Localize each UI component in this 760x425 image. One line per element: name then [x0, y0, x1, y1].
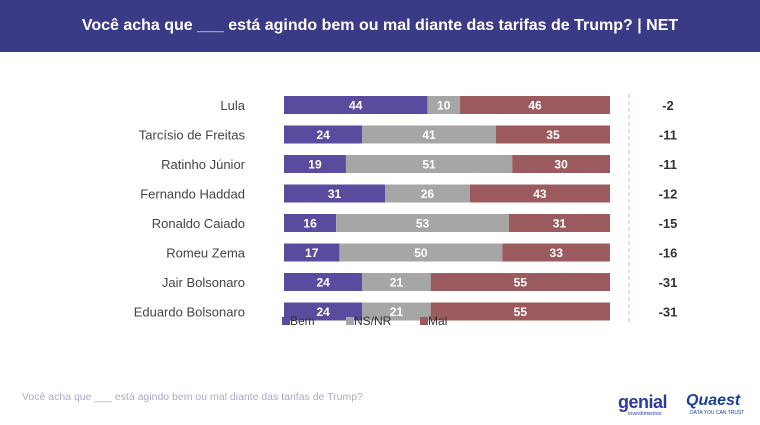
data-label: 24: [316, 305, 330, 319]
category-label: Ronaldo Caiado: [152, 216, 245, 231]
bar-segment-nsnr: [427, 96, 461, 114]
bar-segment-bem: [284, 125, 363, 144]
bar-segment-nsnr: [336, 214, 509, 232]
bar-segment-mal: [469, 184, 610, 203]
data-label: 21: [390, 276, 404, 290]
bar-segment-bem: [284, 273, 363, 291]
bar-segment-mal: [430, 302, 610, 321]
genial-logo-subtext: investimentos: [628, 411, 662, 417]
legend-label: Bem: [290, 314, 315, 328]
net-value: -31: [659, 305, 678, 320]
bar-segment-bem: [284, 243, 340, 262]
data-label: 55: [514, 276, 528, 290]
quaest-logo: Quaest DATA YOU CAN TRUST: [686, 392, 750, 419]
category-label: Lula: [220, 98, 245, 113]
bar-segment-mal: [512, 155, 610, 173]
genial-logo: genial investimentos: [618, 392, 680, 418]
bar-segment-bem: [284, 155, 346, 173]
data-label: 51: [422, 158, 436, 172]
legend-swatch: [420, 317, 428, 325]
data-label: 24: [316, 128, 330, 142]
data-label: 19: [308, 158, 322, 172]
data-label: 10: [437, 99, 451, 113]
bar-segment-nsnr: [385, 184, 470, 203]
data-label: 30: [554, 158, 568, 172]
data-label: 21: [390, 305, 404, 319]
quaest-logo-text: Quaest: [686, 392, 741, 409]
net-value: -2: [662, 98, 674, 113]
bar-segment-bem: [284, 96, 428, 114]
category-label: Eduardo Bolsonaro: [134, 305, 245, 320]
bar-segment-nsnr: [362, 125, 496, 144]
category-label: Fernando Haddad: [140, 187, 245, 202]
header-bar: Você acha que ___ está agindo bem ou mal…: [0, 0, 760, 52]
bar-segment-mal: [430, 273, 610, 291]
bar-segment-nsnr: [339, 243, 503, 262]
net-value: -11: [659, 157, 677, 172]
data-label: 43: [533, 187, 547, 201]
bar-segment-bem: [284, 184, 386, 203]
category-label: Jair Bolsonaro: [162, 275, 245, 290]
bar-segment-mal: [460, 96, 610, 114]
legend-label: Mal: [428, 314, 447, 328]
data-label: 35: [546, 128, 560, 142]
bar-segment-nsnr: [362, 273, 431, 291]
data-label: 31: [328, 187, 342, 201]
net-value: -12: [659, 187, 678, 202]
net-value: -15: [659, 216, 678, 231]
data-label: 26: [421, 187, 435, 201]
chart-title: Você acha que ___ está agindo bem ou mal…: [81, 17, 679, 34]
data-label: 50: [414, 246, 428, 260]
data-label: 44: [349, 99, 363, 113]
net-value: -11: [659, 128, 677, 143]
data-label: 41: [422, 128, 436, 142]
legend-label: NS/NR: [354, 314, 392, 328]
data-label: 17: [305, 246, 319, 260]
data-label: 53: [416, 217, 430, 231]
footer-question: Você acha que ___ está agindo bem ou mal…: [22, 391, 363, 403]
legend-swatch: [282, 317, 290, 325]
net-value: -16: [659, 246, 678, 261]
data-label: 33: [550, 246, 564, 260]
bar-segment-bem: [284, 214, 337, 232]
legend-swatch: [346, 317, 354, 325]
data-label: 31: [553, 217, 567, 231]
category-label: Romeu Zema: [166, 246, 246, 261]
quaest-logo-subtext: DATA YOU CAN TRUST: [690, 410, 745, 416]
bar-segment-bem: [284, 302, 363, 321]
category-label: Ratinho Júnior: [161, 157, 245, 172]
data-label: 16: [303, 217, 317, 231]
bar-segment-mal: [495, 125, 610, 144]
data-label: 24: [316, 276, 330, 290]
bar-segment-nsnr: [362, 302, 431, 321]
category-label: Tarcísio de Freitas: [139, 128, 246, 143]
data-label: 55: [514, 305, 528, 319]
data-label: 46: [528, 99, 542, 113]
net-value: -31: [659, 275, 678, 290]
bar-segment-nsnr: [345, 155, 513, 173]
bar-segment-mal: [508, 214, 610, 232]
bar-segment-mal: [502, 243, 610, 262]
genial-logo-text: genial: [618, 392, 668, 412]
